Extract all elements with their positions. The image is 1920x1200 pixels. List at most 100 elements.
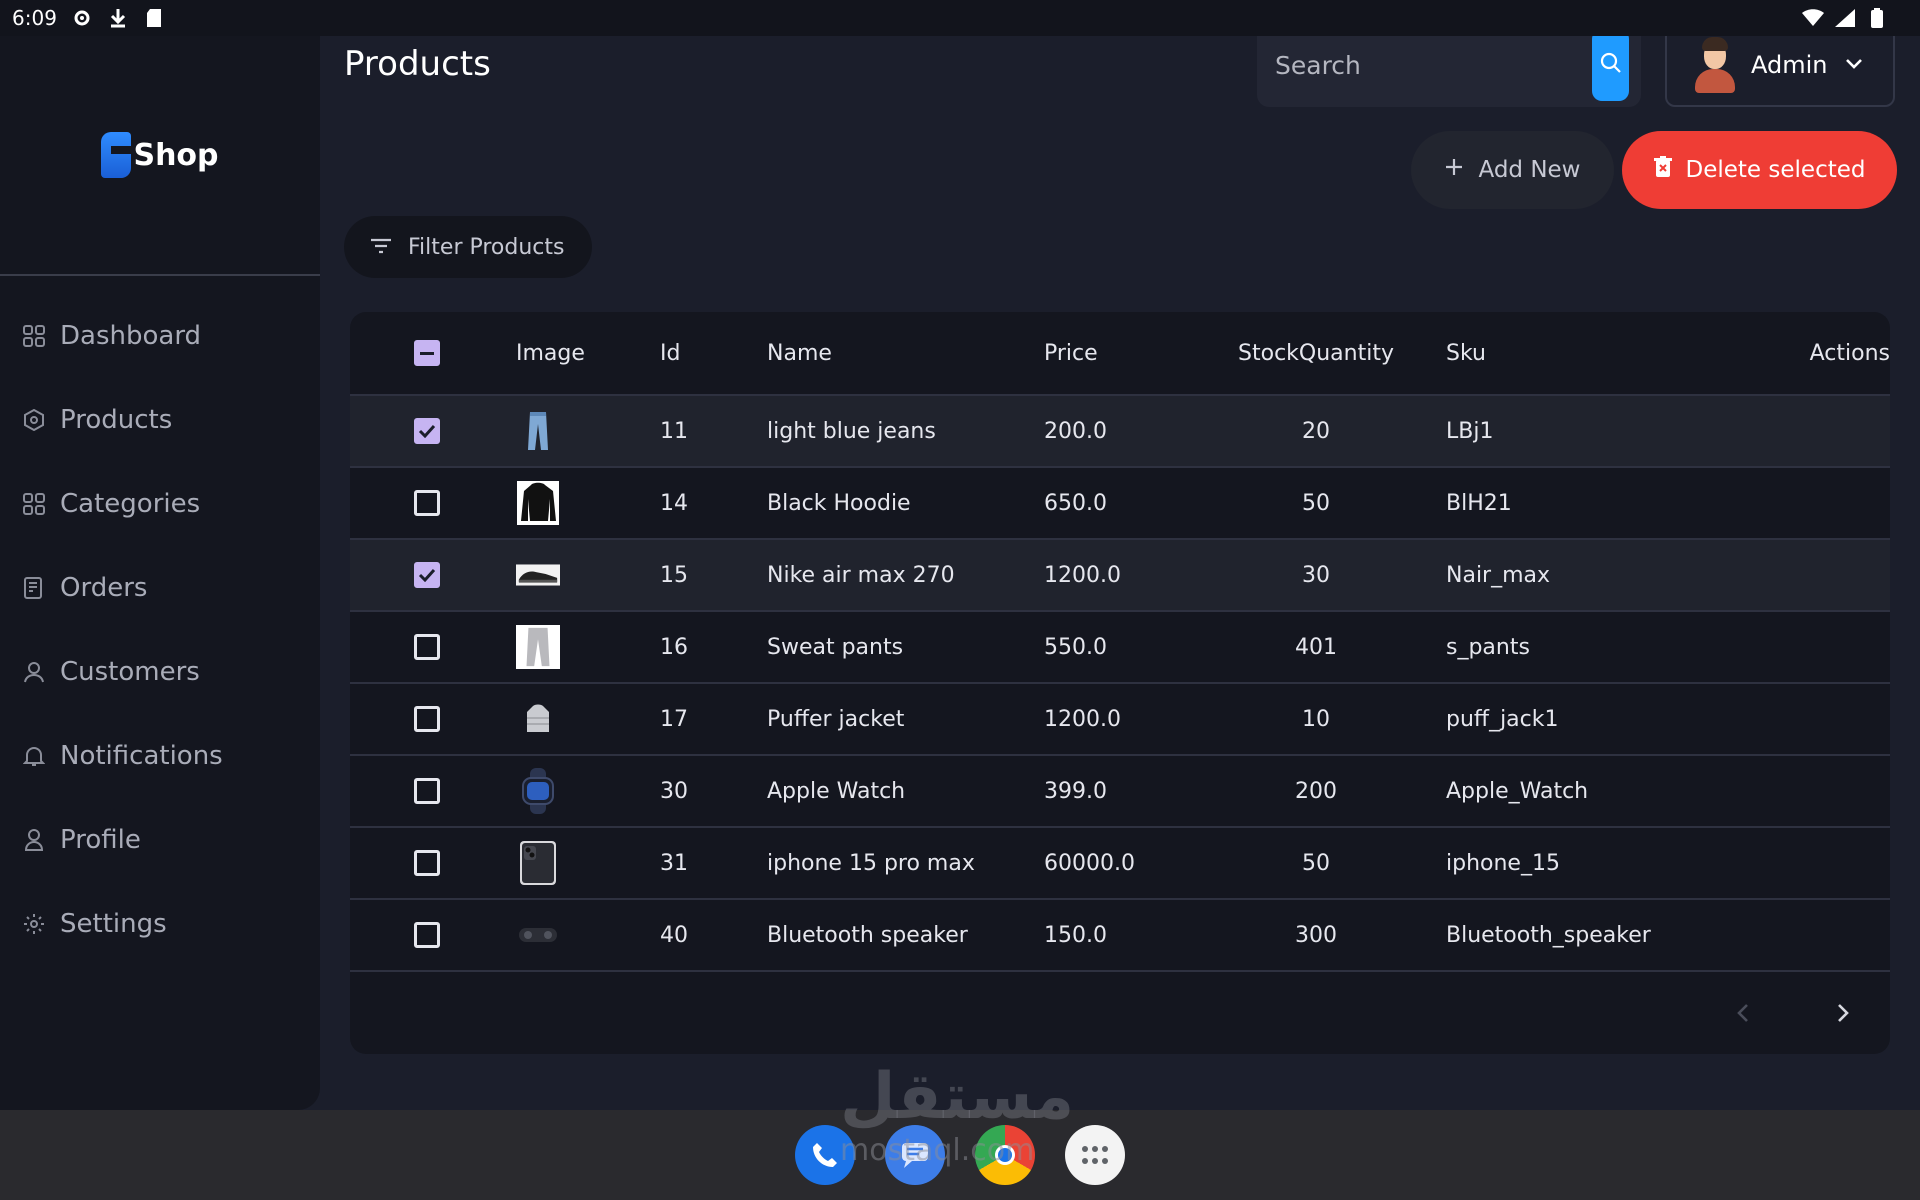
select-all-checkbox[interactable] bbox=[414, 340, 440, 366]
search-button[interactable] bbox=[1592, 29, 1629, 101]
previous-page-button[interactable] bbox=[1736, 1002, 1750, 1028]
sidebar-item-customers[interactable]: Customers bbox=[0, 630, 320, 714]
cell-price: 399.0 bbox=[1044, 778, 1107, 804]
cell-id: 17 bbox=[660, 706, 688, 732]
sidebar-item-dashboard[interactable]: Dashboard bbox=[0, 294, 320, 378]
sidebar-item-orders[interactable]: Orders bbox=[0, 546, 320, 630]
cell-id: 14 bbox=[660, 490, 688, 516]
watch-thumbnail bbox=[516, 768, 560, 814]
products-icon bbox=[22, 408, 46, 432]
table-row[interactable]: 15 Nike air max 270 1200.0 30 Nair_max bbox=[350, 540, 1890, 612]
cell-sku: Apple_Watch bbox=[1446, 778, 1589, 804]
row-checkbox[interactable] bbox=[414, 850, 440, 876]
filter-products-button[interactable]: Filter Products bbox=[344, 216, 592, 278]
row-checkbox[interactable] bbox=[414, 706, 440, 732]
table-row[interactable]: 40 Bluetooth speaker 150.0 300 Bluetooth… bbox=[350, 900, 1890, 972]
cell-sku: puff_jack1 bbox=[1446, 706, 1559, 732]
cell-stock: 30 bbox=[1302, 562, 1330, 588]
filter-icon bbox=[370, 235, 392, 260]
speaker-thumbnail bbox=[516, 913, 560, 957]
add-new-button[interactable]: Add New bbox=[1411, 131, 1614, 209]
cell-stock: 50 bbox=[1302, 490, 1330, 516]
navigation-dock bbox=[0, 1110, 1920, 1200]
gear-icon bbox=[22, 912, 46, 936]
orders-icon bbox=[22, 576, 46, 600]
column-header-price[interactable]: Price bbox=[1044, 340, 1098, 366]
cell-name: Apple Watch bbox=[767, 778, 906, 804]
sd-card-icon bbox=[143, 7, 165, 29]
user-menu[interactable]: Admin bbox=[1665, 23, 1895, 107]
search-icon bbox=[1600, 52, 1622, 78]
dashboard-icon bbox=[22, 324, 46, 348]
row-checkbox[interactable] bbox=[414, 490, 440, 516]
search-input[interactable] bbox=[1257, 23, 1592, 107]
cell-stock: 50 bbox=[1302, 850, 1330, 876]
column-header-id[interactable]: Id bbox=[660, 340, 681, 366]
row-checkbox[interactable] bbox=[414, 562, 440, 588]
cell-price: 1200.0 bbox=[1044, 562, 1121, 588]
sidebar-item-label: Profile bbox=[60, 825, 141, 855]
cell-price: 60000.0 bbox=[1044, 850, 1135, 876]
column-header-name[interactable]: Name bbox=[767, 340, 832, 366]
status-time: 6:09 bbox=[12, 6, 57, 30]
brand-name: Shop bbox=[133, 137, 219, 173]
cell-stock: 200 bbox=[1295, 778, 1337, 804]
cell-id: 40 bbox=[660, 922, 688, 948]
delete-selected-button[interactable]: Delete selected bbox=[1622, 131, 1897, 209]
hoodie-thumbnail bbox=[516, 481, 560, 525]
pagination bbox=[1736, 1002, 1850, 1028]
column-header-sku[interactable]: Sku bbox=[1446, 340, 1486, 366]
wifi-icon bbox=[1802, 7, 1824, 29]
cell-id: 11 bbox=[660, 418, 688, 444]
cell-name: Nike air max 270 bbox=[767, 562, 955, 588]
row-checkbox[interactable] bbox=[414, 922, 440, 948]
messages-app-icon[interactable] bbox=[885, 1125, 945, 1185]
cell-name: Puffer jacket bbox=[767, 706, 905, 732]
table-header: Image Id Name Price StockQuantity Sku Ac… bbox=[350, 312, 1890, 396]
table-row[interactable]: 30 Apple Watch 399.0 200 Apple_Watch bbox=[350, 756, 1890, 828]
phone-thumbnail bbox=[516, 841, 560, 885]
table-row[interactable]: 14 Black Hoodie 650.0 50 BlH21 bbox=[350, 468, 1890, 540]
download-icon bbox=[107, 7, 129, 29]
sidebar-item-label: Notifications bbox=[60, 741, 223, 771]
signal-icon bbox=[1834, 7, 1856, 29]
sidebar-item-profile[interactable]: Profile bbox=[0, 798, 320, 882]
profile-icon bbox=[22, 828, 46, 852]
row-checkbox[interactable] bbox=[414, 778, 440, 804]
sidebar-item-label: Settings bbox=[60, 909, 167, 939]
sidebar: Shop Dashboard Products Categories Order… bbox=[0, 0, 320, 1110]
chevron-down-icon bbox=[1844, 56, 1864, 75]
sidebar-item-label: Dashboard bbox=[60, 321, 202, 351]
watermark-logo: مستقل bbox=[840, 1060, 1075, 1134]
column-header-image[interactable]: Image bbox=[516, 340, 585, 366]
chrome-app-icon[interactable] bbox=[975, 1125, 1035, 1185]
next-page-button[interactable] bbox=[1836, 1002, 1850, 1028]
cell-name: Sweat pants bbox=[767, 634, 904, 660]
settings-status-icon bbox=[71, 7, 93, 29]
dock-apps bbox=[795, 1125, 1125, 1185]
cell-sku: s_pants bbox=[1446, 634, 1530, 660]
cell-id: 16 bbox=[660, 634, 688, 660]
app-drawer-icon[interactable] bbox=[1065, 1125, 1125, 1185]
logo-mark-icon bbox=[101, 132, 132, 178]
table-row[interactable]: 11 light blue jeans 200.0 20 LBj1 bbox=[350, 396, 1890, 468]
sidebar-item-settings[interactable]: Settings bbox=[0, 882, 320, 966]
table-row[interactable]: 31 iphone 15 pro max 60000.0 50 iphone_1… bbox=[350, 828, 1890, 900]
row-checkbox[interactable] bbox=[414, 418, 440, 444]
sidebar-item-categories[interactable]: Categories bbox=[0, 462, 320, 546]
phone-app-icon[interactable] bbox=[795, 1125, 855, 1185]
battery-icon bbox=[1866, 7, 1888, 29]
table-row[interactable]: 16 Sweat pants 550.0 401 s_pants bbox=[350, 612, 1890, 684]
sidebar-item-products[interactable]: Products bbox=[0, 378, 320, 462]
column-header-stock[interactable]: StockQuantity bbox=[1238, 340, 1394, 366]
search-bar bbox=[1257, 23, 1641, 107]
cell-name: iphone 15 pro max bbox=[767, 850, 975, 876]
table-row[interactable]: 17 Puffer jacket 1200.0 10 puff_jack1 bbox=[350, 684, 1890, 756]
row-checkbox[interactable] bbox=[414, 634, 440, 660]
delete-selected-label: Delete selected bbox=[1685, 157, 1866, 183]
brand-logo[interactable]: Shop bbox=[0, 36, 320, 276]
cell-sku: BlH21 bbox=[1446, 490, 1512, 516]
cell-price: 1200.0 bbox=[1044, 706, 1121, 732]
cell-name: Black Hoodie bbox=[767, 490, 911, 516]
sidebar-item-notifications[interactable]: Notifications bbox=[0, 714, 320, 798]
